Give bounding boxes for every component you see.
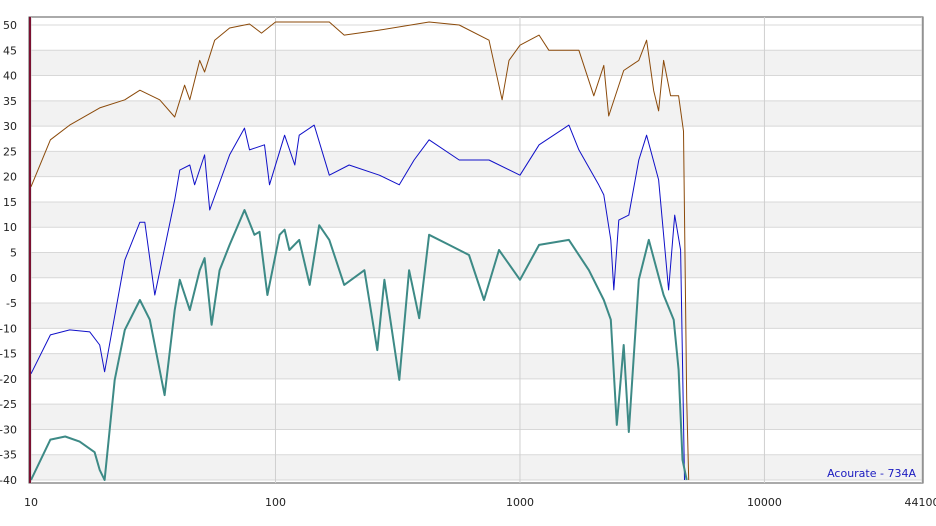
band bbox=[31, 50, 922, 75]
y-tick-label: 20 bbox=[3, 171, 17, 184]
x-tick-label: 10 bbox=[24, 496, 38, 509]
y-tick-label: -5 bbox=[6, 297, 17, 310]
band bbox=[31, 404, 922, 429]
y-tick-label: 35 bbox=[3, 95, 17, 108]
y-tick-label: -30 bbox=[0, 423, 17, 436]
y-tick-label: -35 bbox=[0, 449, 17, 462]
y-tick-label: 30 bbox=[3, 120, 17, 133]
y-tick-label: 40 bbox=[3, 70, 17, 83]
y-tick-label: 50 bbox=[3, 19, 17, 32]
band bbox=[31, 455, 922, 480]
band bbox=[31, 202, 922, 227]
x-tick-label: 10000 bbox=[747, 496, 782, 509]
y-tick-label: 10 bbox=[3, 221, 17, 234]
y-tick-label: 45 bbox=[3, 44, 17, 57]
x-tick-label: 1000 bbox=[506, 496, 534, 509]
y-tick-label: -25 bbox=[0, 398, 17, 411]
y-tick-label: -40 bbox=[0, 474, 17, 487]
y-tick-label: 15 bbox=[3, 196, 17, 209]
y-tick-label: -15 bbox=[0, 348, 17, 361]
x-tick-label: 44100 bbox=[905, 496, 936, 509]
band bbox=[31, 354, 922, 379]
band bbox=[31, 303, 922, 328]
band bbox=[31, 151, 922, 176]
y-tick-label: 25 bbox=[3, 145, 17, 158]
y-tick-label: 0 bbox=[10, 272, 17, 285]
band bbox=[31, 101, 922, 126]
y-tick-label: 5 bbox=[10, 247, 17, 260]
x-tick-label: 100 bbox=[265, 496, 286, 509]
band bbox=[31, 253, 922, 278]
y-tick-label: -20 bbox=[0, 373, 17, 386]
bands bbox=[31, 50, 922, 480]
y-tick-label: -10 bbox=[0, 322, 17, 335]
annotation: Acourate - 734A bbox=[827, 467, 916, 480]
